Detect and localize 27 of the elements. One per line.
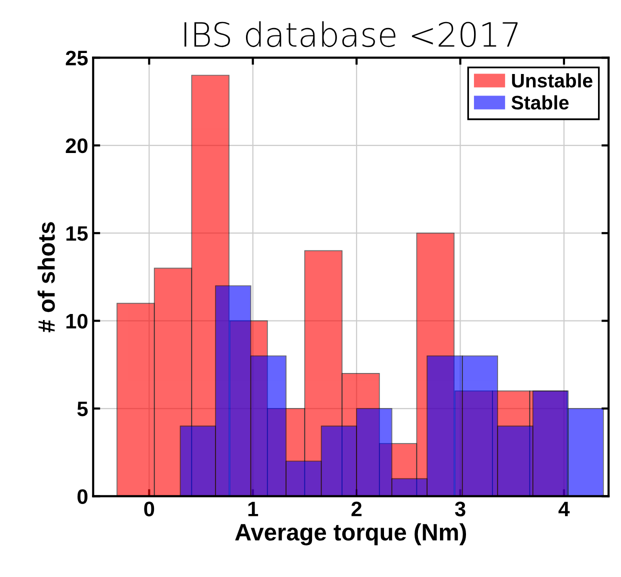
bar (116, 302, 155, 496)
bar (356, 408, 392, 496)
y-tick-label: 20 (66, 138, 88, 154)
x-tick-label: 2 (352, 502, 362, 516)
y-tick-label: 0 (78, 489, 88, 504)
bar (215, 285, 252, 496)
bar (286, 460, 322, 496)
bar (462, 355, 498, 496)
x-tick-label: 4 (558, 502, 570, 516)
bar (568, 408, 604, 496)
y-tick-label: 15 (66, 226, 88, 241)
y-tick-label: 5 (77, 402, 88, 416)
bar (320, 426, 357, 496)
bar (426, 355, 463, 496)
bar (497, 426, 534, 496)
legend-label: Unstable (512, 73, 592, 88)
bar (250, 355, 286, 496)
x-tick-label: 0 (144, 502, 154, 516)
chart-title: IBS database <2017 (184, 21, 518, 48)
x-tick-label: 1 (248, 502, 258, 516)
bar (180, 426, 216, 496)
legend-label: Stable (511, 95, 569, 110)
x-tick-label: 3 (454, 502, 466, 516)
y-tick-label: 10 (66, 314, 88, 329)
y-tick-label: 25 (66, 50, 88, 66)
y-axis-title: # of shots (38, 222, 55, 332)
x-axis-title: Average torque (Nm) (235, 523, 466, 546)
